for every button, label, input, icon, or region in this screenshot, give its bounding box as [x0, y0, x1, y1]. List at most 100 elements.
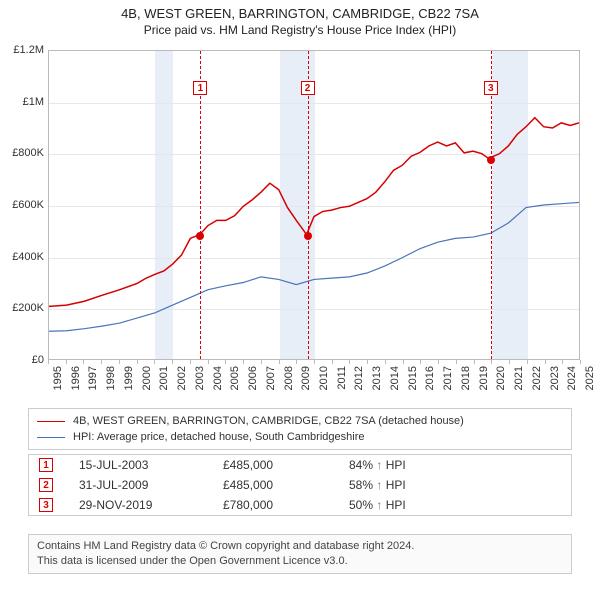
x-tick-mark — [314, 360, 315, 364]
x-tick-label: 1999 — [123, 366, 135, 390]
arrow-up-icon: ↑ — [376, 478, 382, 492]
sale-pct-vs-hpi: 58% ↑ HPI — [349, 478, 469, 492]
x-tick-label: 2024 — [566, 366, 578, 390]
sale-date: 15-JUL-2003 — [79, 458, 197, 472]
sale-price: £485,000 — [223, 478, 323, 492]
x-tick-label: 1998 — [105, 366, 117, 390]
legend-swatch — [37, 437, 65, 438]
x-tick-mark — [101, 360, 102, 364]
x-tick-mark — [367, 360, 368, 364]
sale-pct-vs-hpi: 50% ↑ HPI — [349, 498, 469, 512]
x-tick-label: 2021 — [513, 366, 525, 390]
x-tick-label: 2020 — [495, 366, 507, 390]
x-tick-label: 2023 — [549, 366, 561, 390]
chart-plot-area: 1 2 3 — [48, 50, 580, 360]
x-tick-label: 2001 — [158, 366, 170, 390]
x-axis: 1995199619971998199920002001200220032004… — [48, 362, 580, 406]
x-tick-label: 2003 — [194, 366, 206, 390]
x-tick-label: 1997 — [87, 366, 99, 390]
legend-label: HPI: Average price, detached house, Sout… — [73, 431, 364, 443]
x-tick-mark — [208, 360, 209, 364]
x-tick-label: 2006 — [247, 366, 259, 390]
x-tick-mark — [580, 360, 581, 364]
sale-price: £485,000 — [223, 458, 323, 472]
x-tick-mark — [261, 360, 262, 364]
x-tick-mark — [509, 360, 510, 364]
x-tick-label: 2000 — [141, 366, 153, 390]
x-tick-label: 2011 — [336, 366, 348, 390]
legend-row: 4B, WEST GREEN, BARRINGTON, CAMBRIDGE, C… — [37, 413, 563, 429]
legend-label: 4B, WEST GREEN, BARRINGTON, CAMBRIDGE, C… — [73, 415, 464, 427]
x-tick-mark — [119, 360, 120, 364]
sale-index-badge: 1 — [39, 458, 53, 472]
x-tick-mark — [154, 360, 155, 364]
sale-marker-line — [200, 51, 201, 359]
y-tick-label: £800K — [0, 147, 44, 159]
footer-line1: Contains HM Land Registry data © Crown c… — [37, 539, 563, 554]
sale-marker-line — [491, 51, 492, 359]
x-tick-mark — [279, 360, 280, 364]
x-tick-label: 1996 — [70, 366, 82, 390]
x-tick-label: 2012 — [353, 366, 365, 390]
legend-swatch — [37, 421, 65, 422]
series-hpi — [49, 202, 579, 331]
x-tick-label: 2007 — [265, 366, 277, 390]
chart-svg — [49, 51, 579, 359]
sale-date: 29-NOV-2019 — [79, 498, 197, 512]
legend-row: HPI: Average price, detached house, Sout… — [37, 429, 563, 445]
x-tick-mark — [420, 360, 421, 364]
x-tick-mark — [403, 360, 404, 364]
footer-line2: This data is licensed under the Open Gov… — [37, 554, 563, 569]
sales-table-row: 1 15-JUL-2003 £485,000 84% ↑ HPI — [29, 455, 571, 475]
sale-marker-badge: 3 — [484, 81, 498, 95]
x-tick-mark — [527, 360, 528, 364]
x-tick-mark — [190, 360, 191, 364]
y-tick-label: £1M — [0, 96, 44, 108]
x-tick-label: 2009 — [300, 366, 312, 390]
sale-index-badge: 2 — [39, 478, 53, 492]
x-tick-label: 2004 — [212, 366, 224, 390]
x-tick-label: 2015 — [407, 366, 419, 390]
sale-marker-badge: 1 — [193, 81, 207, 95]
series-property — [49, 118, 579, 307]
x-tick-mark — [296, 360, 297, 364]
x-tick-label: 2017 — [442, 366, 454, 390]
sale-index-badge: 3 — [39, 498, 53, 512]
sales-table-row: 2 31-JUL-2009 £485,000 58% ↑ HPI — [29, 475, 571, 495]
y-tick-label: £200K — [0, 302, 44, 314]
x-tick-mark — [48, 360, 49, 364]
x-tick-label: 2002 — [176, 366, 188, 390]
sales-table: 1 15-JUL-2003 £485,000 84% ↑ HPI 2 31-JUL-200… — [28, 454, 572, 516]
x-tick-label: 2018 — [460, 366, 472, 390]
x-tick-mark — [385, 360, 386, 364]
x-tick-mark — [83, 360, 84, 364]
chart-title-line1: 4B, WEST GREEN, BARRINGTON, CAMBRIDGE, C… — [0, 6, 600, 21]
arrow-up-icon: ↑ — [376, 458, 382, 472]
chart-title-line2: Price paid vs. HM Land Registry's House … — [0, 23, 600, 37]
x-tick-label: 2019 — [478, 366, 490, 390]
x-tick-label: 2016 — [424, 366, 436, 390]
y-tick-label: £0 — [0, 354, 44, 366]
x-tick-mark — [225, 360, 226, 364]
x-tick-mark — [491, 360, 492, 364]
x-tick-mark — [243, 360, 244, 364]
x-tick-mark — [332, 360, 333, 364]
arrow-up-icon: ↑ — [376, 498, 382, 512]
sale-date: 31-JUL-2009 — [79, 478, 197, 492]
chart-footer: Contains HM Land Registry data © Crown c… — [28, 534, 572, 574]
x-tick-label: 2010 — [318, 366, 330, 390]
sale-marker-badge: 2 — [301, 81, 315, 95]
sale-price: £780,000 — [223, 498, 323, 512]
sale-marker-line — [308, 51, 309, 359]
x-tick-label: 2022 — [531, 366, 543, 390]
x-tick-mark — [562, 360, 563, 364]
sale-marker-dot — [487, 156, 495, 164]
y-tick-label: £1.2M — [0, 44, 44, 56]
x-tick-mark — [456, 360, 457, 364]
chart-legend: 4B, WEST GREEN, BARRINGTON, CAMBRIDGE, C… — [28, 408, 572, 450]
x-tick-label: 2008 — [283, 366, 295, 390]
sale-pct-vs-hpi: 84% ↑ HPI — [349, 458, 469, 472]
x-tick-mark — [438, 360, 439, 364]
sale-marker-dot — [304, 232, 312, 240]
x-tick-label: 2014 — [389, 366, 401, 390]
